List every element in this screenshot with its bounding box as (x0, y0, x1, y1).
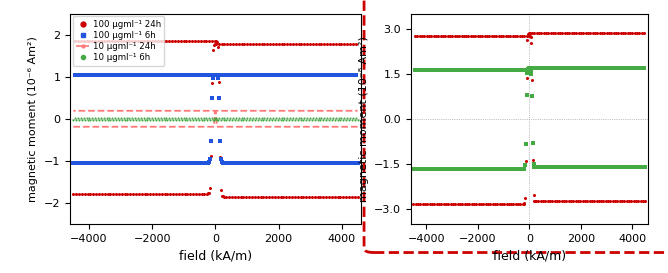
Y-axis label: magnetic moment (10⁻⁶ Am²): magnetic moment (10⁻⁶ Am²) (28, 36, 38, 202)
X-axis label: field (kA/m): field (kA/m) (179, 249, 252, 262)
Y-axis label: magnetic moment (10⁻⁸ Am²): magnetic moment (10⁻⁸ Am²) (359, 36, 369, 202)
Legend: 100 μgml⁻¹ 24h, 100 μgml⁻¹ 6h, 10 μgml⁻¹ 24h, 10 μgml⁻¹ 6h: 100 μgml⁻¹ 24h, 100 μgml⁻¹ 6h, 10 μgml⁻¹… (73, 16, 164, 66)
X-axis label: field (kA/m): field (kA/m) (493, 249, 566, 262)
